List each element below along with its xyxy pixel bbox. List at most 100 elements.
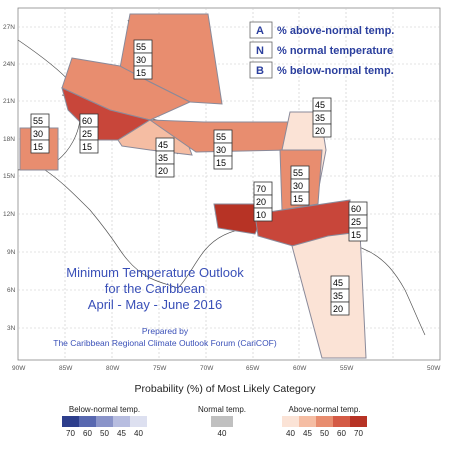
svg-text:55: 55	[33, 116, 43, 126]
colorbar-below-ticks: 70 60 50 45 40	[66, 429, 143, 438]
svg-text:3N: 3N	[7, 325, 16, 332]
category-legend: A % above-normal temp. N % normal temper…	[249, 21, 394, 79]
svg-text:27N: 27N	[3, 24, 15, 31]
svg-text:90W: 90W	[12, 365, 26, 372]
svg-text:% below-normal temp.: % below-normal temp.	[277, 65, 394, 77]
svg-text:A: A	[256, 25, 264, 37]
svg-text:24N: 24N	[3, 61, 15, 68]
svg-text:45: 45	[158, 140, 168, 150]
lon-labels: 90W 85W 80W 75W 70W 65W 60W 55W 50W	[12, 365, 441, 372]
svg-text:21N: 21N	[3, 98, 15, 105]
svg-text:80W: 80W	[106, 365, 120, 372]
swatch-below-45	[113, 416, 130, 427]
svg-text:12N: 12N	[3, 211, 15, 218]
svg-text:15: 15	[351, 230, 361, 240]
swatch-below-40	[130, 416, 147, 427]
svg-text:35: 35	[315, 113, 325, 123]
swatch-above-60	[333, 416, 350, 427]
svg-text:15: 15	[136, 68, 146, 78]
pbox-guianas: 45 35 20	[330, 275, 350, 316]
svg-text:55W: 55W	[340, 365, 354, 372]
colorbar-normal-label: Normal temp.	[198, 405, 247, 414]
svg-text:55: 55	[293, 168, 303, 178]
svg-text:30: 30	[216, 145, 226, 155]
colorbar-panel: Probability (%) of Most Likely Category …	[0, 365, 450, 450]
swatch-normal-40	[211, 416, 233, 427]
svg-text:20: 20	[158, 166, 168, 176]
colorbar-below: Below-normal temp. 70 60 50 45 40	[62, 405, 147, 438]
pbox-gulf-mexico-south: 55 30 15	[30, 113, 50, 154]
svg-text:60: 60	[82, 116, 92, 126]
svg-text:70: 70	[256, 184, 266, 194]
svg-text:75W: 75W	[153, 365, 167, 372]
swatch-above-45	[299, 416, 316, 427]
pbox-cuba-bahamas: 60 25 15	[79, 113, 99, 154]
pbox-bahamas: 55 30 15	[133, 39, 153, 80]
swatch-below-70	[62, 416, 79, 427]
map-title: Minimum Temperature Outlook for the Cari…	[66, 265, 244, 312]
svg-text:15: 15	[82, 142, 92, 152]
svg-text:% normal temperature: % normal temperature	[277, 45, 393, 57]
pbox-greater-antilles: 55 30 15	[213, 129, 233, 170]
svg-text:B: B	[256, 65, 264, 77]
swatch-above-40	[282, 416, 299, 427]
pbox-abc-islands: 70 20 10	[253, 181, 273, 222]
svg-text:30: 30	[33, 129, 43, 139]
colorbar-below-swatches	[62, 416, 147, 427]
svg-text:55: 55	[216, 132, 226, 142]
legend-key-n	[249, 41, 273, 59]
svg-text:15: 15	[216, 158, 226, 168]
svg-text:50W: 50W	[427, 365, 441, 372]
svg-text:70W: 70W	[200, 365, 214, 372]
svg-text:Prepared by: Prepared by	[142, 326, 189, 336]
colorbar-normal-swatches	[198, 416, 246, 427]
svg-text:25: 25	[351, 217, 361, 227]
svg-text:25: 25	[82, 129, 92, 139]
svg-text:% above-normal temp.: % above-normal temp.	[277, 25, 394, 37]
svg-text:85W: 85W	[59, 365, 73, 372]
svg-text:35: 35	[333, 291, 343, 301]
svg-text:15: 15	[33, 142, 43, 152]
svg-text:60W: 60W	[293, 365, 307, 372]
pbox-eastern-caribbean: 55 30 15	[290, 165, 310, 206]
svg-text:15N: 15N	[3, 173, 15, 180]
colorbar-title: Probability (%) of Most Likely Category	[134, 383, 316, 395]
svg-text:for the Caribbean: for the Caribbean	[105, 281, 205, 296]
pbox-central-caribbean: 45 35 20	[155, 137, 175, 178]
svg-text:60: 60	[351, 204, 361, 214]
lat-labels: 27N 24N 21N 18N 15N 12N 9N 6N 3N	[3, 24, 16, 332]
swatch-below-50	[96, 416, 113, 427]
svg-text:20: 20	[315, 126, 325, 136]
svg-text:Minimum Temperature Outlook: Minimum Temperature Outlook	[66, 265, 244, 280]
colorbar-above-label: Above-normal temp.	[288, 405, 361, 414]
region-guianas	[291, 231, 367, 359]
svg-text:6N: 6N	[7, 287, 16, 294]
svg-text:18N: 18N	[3, 136, 15, 143]
swatch-above-70	[350, 416, 367, 427]
colorbar-normal: Normal temp. 40	[198, 405, 246, 438]
svg-text:20: 20	[256, 197, 266, 207]
svg-text:45: 45	[315, 100, 325, 110]
legend-key-b	[249, 61, 273, 79]
swatch-below-60	[79, 416, 96, 427]
colorbar-normal-ticks: 40	[217, 429, 227, 438]
svg-text:65W: 65W	[246, 365, 260, 372]
svg-text:9N: 9N	[7, 249, 16, 256]
swatch-above-50	[316, 416, 333, 427]
svg-text:April - May - June 2016: April - May - June 2016	[88, 297, 222, 312]
prepared-by: Prepared by The Caribbean Regional Clima…	[53, 326, 277, 348]
svg-text:10: 10	[256, 210, 266, 220]
colorbar-above: Above-normal temp. 40 45 50 60 70	[282, 405, 367, 438]
svg-text:N: N	[256, 45, 264, 57]
svg-text:The Caribbean Regional Climate: The Caribbean Regional Climate Outlook F…	[53, 338, 277, 348]
svg-text:15: 15	[293, 194, 303, 204]
svg-text:55: 55	[136, 42, 146, 52]
pbox-lesser-antilles-north: 45 35 20	[312, 97, 332, 138]
svg-text:35: 35	[158, 153, 168, 163]
svg-text:45: 45	[333, 278, 343, 288]
colorbar-below-label: Below-normal temp.	[68, 405, 141, 414]
svg-text:30: 30	[293, 181, 303, 191]
colorbar-above-ticks: 40 45 50 60 70	[286, 429, 363, 438]
colorbar-above-swatches	[282, 416, 367, 427]
